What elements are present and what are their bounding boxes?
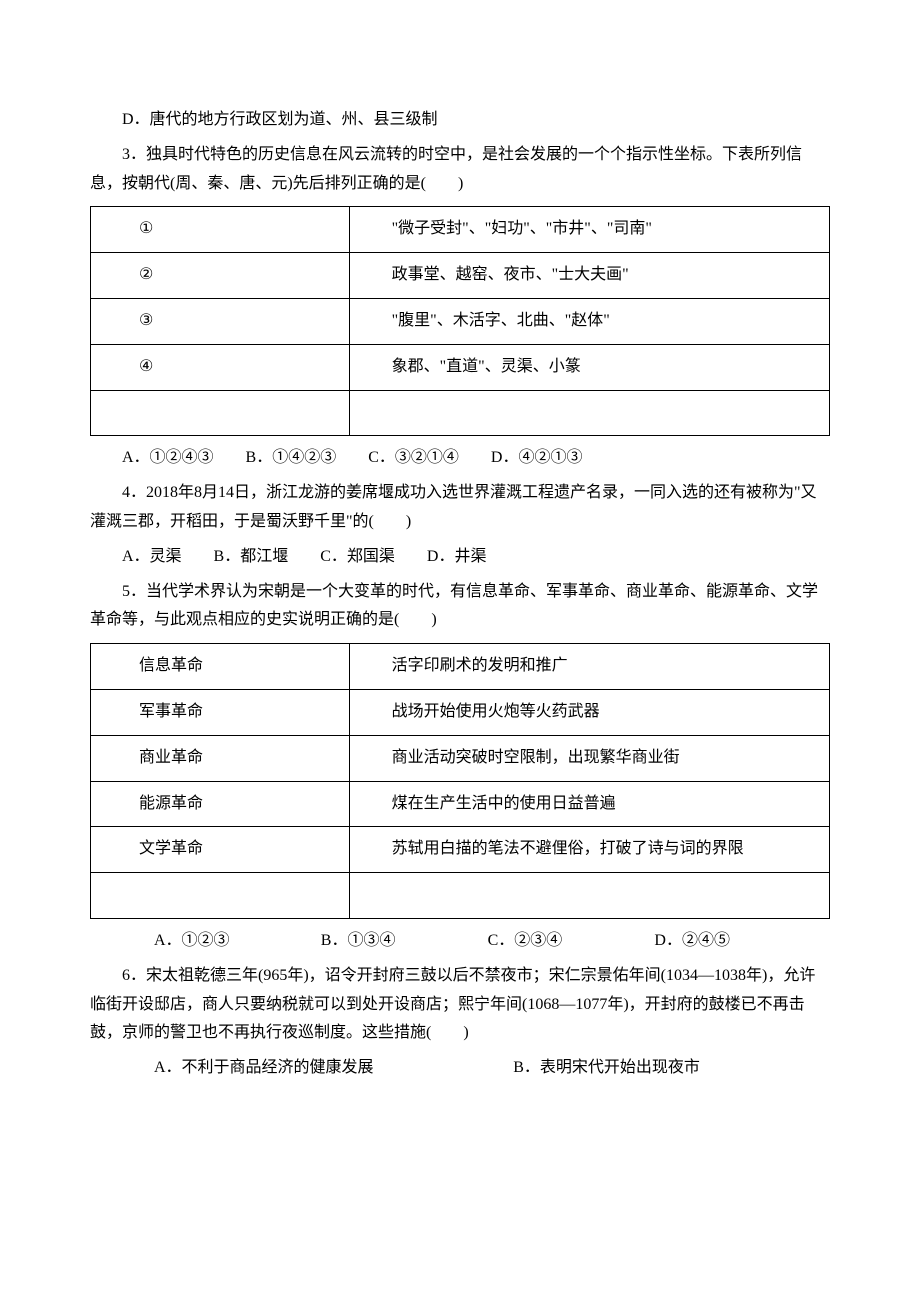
table-row: 能源革命 煤在生产生活中的使用日益普遍 bbox=[91, 781, 830, 827]
table-row: 信息革命 活字印刷术的发明和推广 bbox=[91, 644, 830, 690]
q4-options: A．灵渠 B．都江堰 C．郑国渠 D．井渠 bbox=[90, 543, 830, 572]
table-row: ③ "腹里"、木活字、北曲、"赵体" bbox=[91, 298, 830, 344]
q5-table: 信息革命 活字印刷术的发明和推广 军事革命 战场开始使用火炮等火药武器 商业革命… bbox=[90, 643, 830, 919]
table-row-empty bbox=[91, 873, 830, 919]
q6-stem: 6．宋太祖乾德三年(965年)，诏令开封府三鼓以后不禁夜市；宋仁宗景佑年间(10… bbox=[90, 962, 830, 1048]
q3-stem: 3．独具时代特色的历史信息在风云流转的时空中，是社会发展的一个个指示性坐标。下表… bbox=[90, 141, 830, 199]
q5-stem: 5．当代学术界认为宋朝是一个大变革的时代，有信息革命、军事革命、商业革命、能源革… bbox=[90, 578, 830, 636]
q5-option-b: B．①③④ bbox=[289, 927, 452, 956]
q5-option-d: D．②④⑤ bbox=[622, 927, 785, 956]
q5-option-c: C．②③④ bbox=[456, 927, 619, 956]
q5-row4-left: 能源革命 bbox=[91, 781, 350, 827]
table-row: 商业革命 商业活动突破时空限制，出现繁华商业街 bbox=[91, 735, 830, 781]
q6-option-a: A．不利于商品经济的健康发展 bbox=[122, 1054, 477, 1083]
table-row: ② 政事堂、越窑、夜市、"士大夫画" bbox=[91, 253, 830, 299]
q6-options-ab: A．不利于商品经济的健康发展 B．表明宋代开始出现夜市 bbox=[90, 1054, 830, 1083]
q4-stem: 4．2018年8月14日，浙江龙游的姜席堰成功入选世界灌溉工程遗产名录，一同入选… bbox=[90, 479, 830, 537]
q3-row2-num: ② bbox=[91, 253, 350, 299]
table-row: ① "微子受封"、"妇功"、"市井"、"司南" bbox=[91, 207, 830, 253]
q3-row1-text: "微子受封"、"妇功"、"市井"、"司南" bbox=[349, 207, 829, 253]
table-row: ④ 象郡、"直道"、灵渠、小篆 bbox=[91, 344, 830, 390]
q3-row3-text: "腹里"、木活字、北曲、"赵体" bbox=[349, 298, 829, 344]
q5-options: A．①②③ B．①③④ C．②③④ D．②④⑤ bbox=[90, 927, 830, 956]
q3-row3-num: ③ bbox=[91, 298, 350, 344]
q5-row3-left: 商业革命 bbox=[91, 735, 350, 781]
q3-row2-text: 政事堂、越窑、夜市、"士大夫画" bbox=[349, 253, 829, 299]
table-row-empty bbox=[91, 390, 830, 436]
table-row: 军事革命 战场开始使用火炮等火药武器 bbox=[91, 689, 830, 735]
q6-option-b: B．表明宋代开始出现夜市 bbox=[481, 1054, 700, 1083]
q3-row1-num: ① bbox=[91, 207, 350, 253]
q3-table: ① "微子受封"、"妇功"、"市井"、"司南" ② 政事堂、越窑、夜市、"士大夫… bbox=[90, 206, 830, 436]
q5-row3-right: 商业活动突破时空限制，出现繁华商业街 bbox=[349, 735, 829, 781]
q2-option-d: D．唐代的地方行政区划为道、州、县三级制 bbox=[90, 106, 830, 135]
q3-row4-text: 象郡、"直道"、灵渠、小篆 bbox=[349, 344, 829, 390]
q5-row4-right: 煤在生产生活中的使用日益普遍 bbox=[349, 781, 829, 827]
q5-row5-right: 苏轼用白描的笔法不避俚俗，打破了诗与词的界限 bbox=[349, 827, 829, 873]
q5-row2-left: 军事革命 bbox=[91, 689, 350, 735]
q5-row1-left: 信息革命 bbox=[91, 644, 350, 690]
q3-row4-num: ④ bbox=[91, 344, 350, 390]
table-row: 文学革命 苏轼用白描的笔法不避俚俗，打破了诗与词的界限 bbox=[91, 827, 830, 873]
q5-option-a: A．①②③ bbox=[122, 927, 285, 956]
q5-row1-right: 活字印刷术的发明和推广 bbox=[349, 644, 829, 690]
q5-row2-right: 战场开始使用火炮等火药武器 bbox=[349, 689, 829, 735]
q3-options: A．①②④③ B．①④②③ C．③②①④ D．④②①③ bbox=[90, 444, 830, 473]
q5-row5-left: 文学革命 bbox=[91, 827, 350, 873]
